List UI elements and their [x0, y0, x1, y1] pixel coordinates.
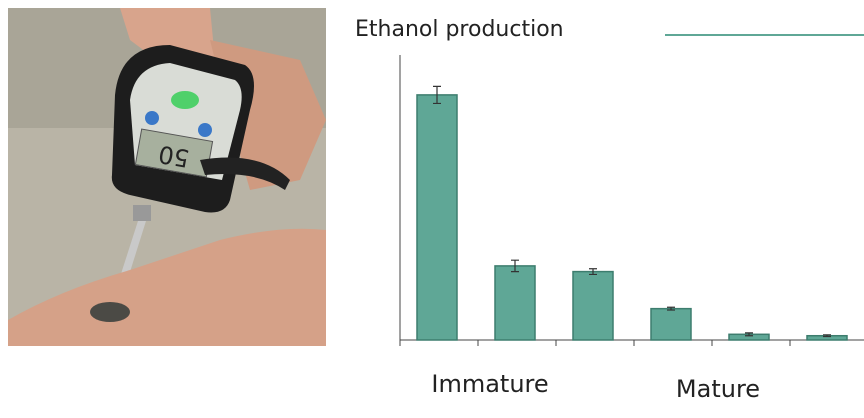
error-bar [589, 268, 597, 276]
photo: 50 [8, 8, 326, 346]
strap [200, 157, 290, 190]
probe-base [133, 205, 151, 221]
device-display: 50 [156, 140, 191, 173]
bar [572, 270, 614, 341]
bar [416, 94, 458, 341]
group-label: Immature [431, 370, 548, 398]
group-label: Mature [676, 375, 760, 403]
error-bar [667, 306, 675, 311]
chart-title: Ethanol production [355, 17, 564, 42]
bar [650, 307, 692, 341]
bar [494, 265, 536, 341]
sample [90, 302, 130, 322]
device-key [198, 123, 212, 137]
hand-lower [8, 228, 326, 346]
error-bar [433, 85, 441, 105]
error-bar [511, 259, 519, 273]
device-button [171, 91, 199, 109]
error-bar [823, 334, 831, 338]
device-key [145, 111, 159, 125]
error-bar [745, 332, 753, 337]
